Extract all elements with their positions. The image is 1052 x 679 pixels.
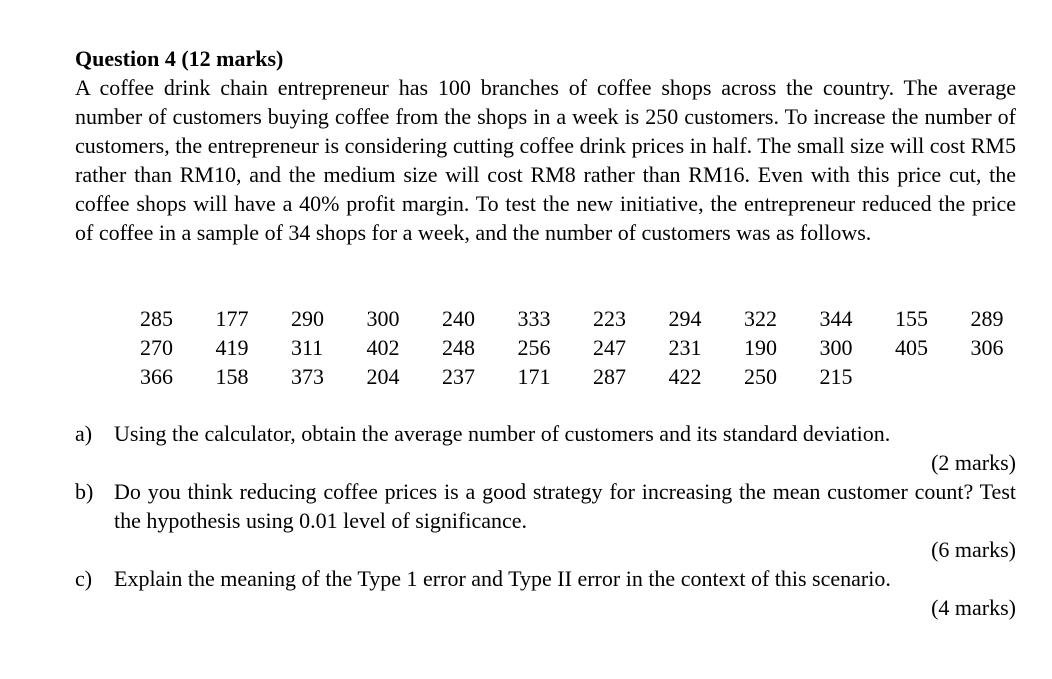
table-cell: 405: [895, 335, 928, 360]
table-row: 366 158 373 204 237 171 287 422 250 215: [140, 362, 1016, 391]
table-cell: 177: [215, 306, 249, 331]
table-cell: 422: [668, 364, 702, 389]
table-cell: 300: [819, 335, 853, 360]
table-cell: 237: [442, 364, 475, 389]
question-part-c: c) Explain the meaning of the Type 1 err…: [75, 564, 1016, 593]
table-cell: 311: [291, 335, 324, 360]
table-cell: 402: [366, 335, 400, 360]
part-label: a): [75, 421, 93, 446]
table-cell: 190: [744, 335, 777, 360]
table-cell: 231: [668, 335, 702, 360]
table-cell: 285: [140, 306, 173, 331]
table-cell: 248: [442, 335, 475, 360]
table-cell: 240: [442, 306, 475, 331]
table-cell: 215: [819, 364, 853, 389]
table-cell: 344: [819, 306, 853, 331]
table-cell: 256: [517, 335, 551, 360]
table-cell: 171: [517, 364, 551, 389]
part-text: Explain the meaning of the Type 1 error …: [114, 566, 891, 591]
question-body-paragraph: A coffee drink chain entrepreneur has 10…: [75, 75, 1016, 245]
table-cell: 204: [366, 364, 400, 389]
table-cell: 306: [970, 335, 1004, 360]
question-parts: a) Using the calculator, obtain the aver…: [75, 419, 1016, 622]
table-row: 285 177 290 300 240 333 223 294 322 344 …: [140, 304, 1016, 333]
table-cell: 373: [291, 364, 324, 389]
question-part-a: a) Using the calculator, obtain the aver…: [75, 419, 1016, 448]
table-cell: 294: [668, 306, 702, 331]
table-cell: 250: [744, 364, 777, 389]
table-cell: 247: [593, 335, 626, 360]
table-cell: 322: [744, 306, 777, 331]
part-b-marks: (6 marks): [931, 537, 1016, 562]
table-cell: 333: [517, 306, 551, 331]
table-cell: 366: [140, 364, 173, 389]
part-label: b): [75, 479, 94, 504]
table-cell: 300: [366, 306, 400, 331]
table-cell: 419: [215, 335, 249, 360]
table-cell: 287: [593, 364, 626, 389]
question-title: Question 4 (12 marks): [75, 46, 284, 71]
customer-count-table: 285 177 290 300 240 333 223 294 322 344 …: [140, 304, 1016, 391]
part-text: Do you think reducing coffee prices is a…: [114, 479, 1016, 533]
part-a-marks: (2 marks): [931, 450, 1016, 475]
table-cell: 158: [215, 364, 249, 389]
table-row: 270 419 311 402 248 256 247 231 190 300 …: [140, 333, 1016, 362]
table-cell: 290: [291, 306, 324, 331]
part-c-marks: (4 marks): [931, 595, 1016, 620]
table-cell: 289: [970, 306, 1004, 331]
table-cell: 155: [895, 306, 928, 331]
table-cell: 270: [140, 335, 173, 360]
table-cell: 223: [593, 306, 626, 331]
part-label: c): [75, 566, 93, 591]
part-text: Using the calculator, obtain the average…: [114, 421, 891, 446]
question-part-b: b) Do you think reducing coffee prices i…: [75, 477, 1016, 535]
